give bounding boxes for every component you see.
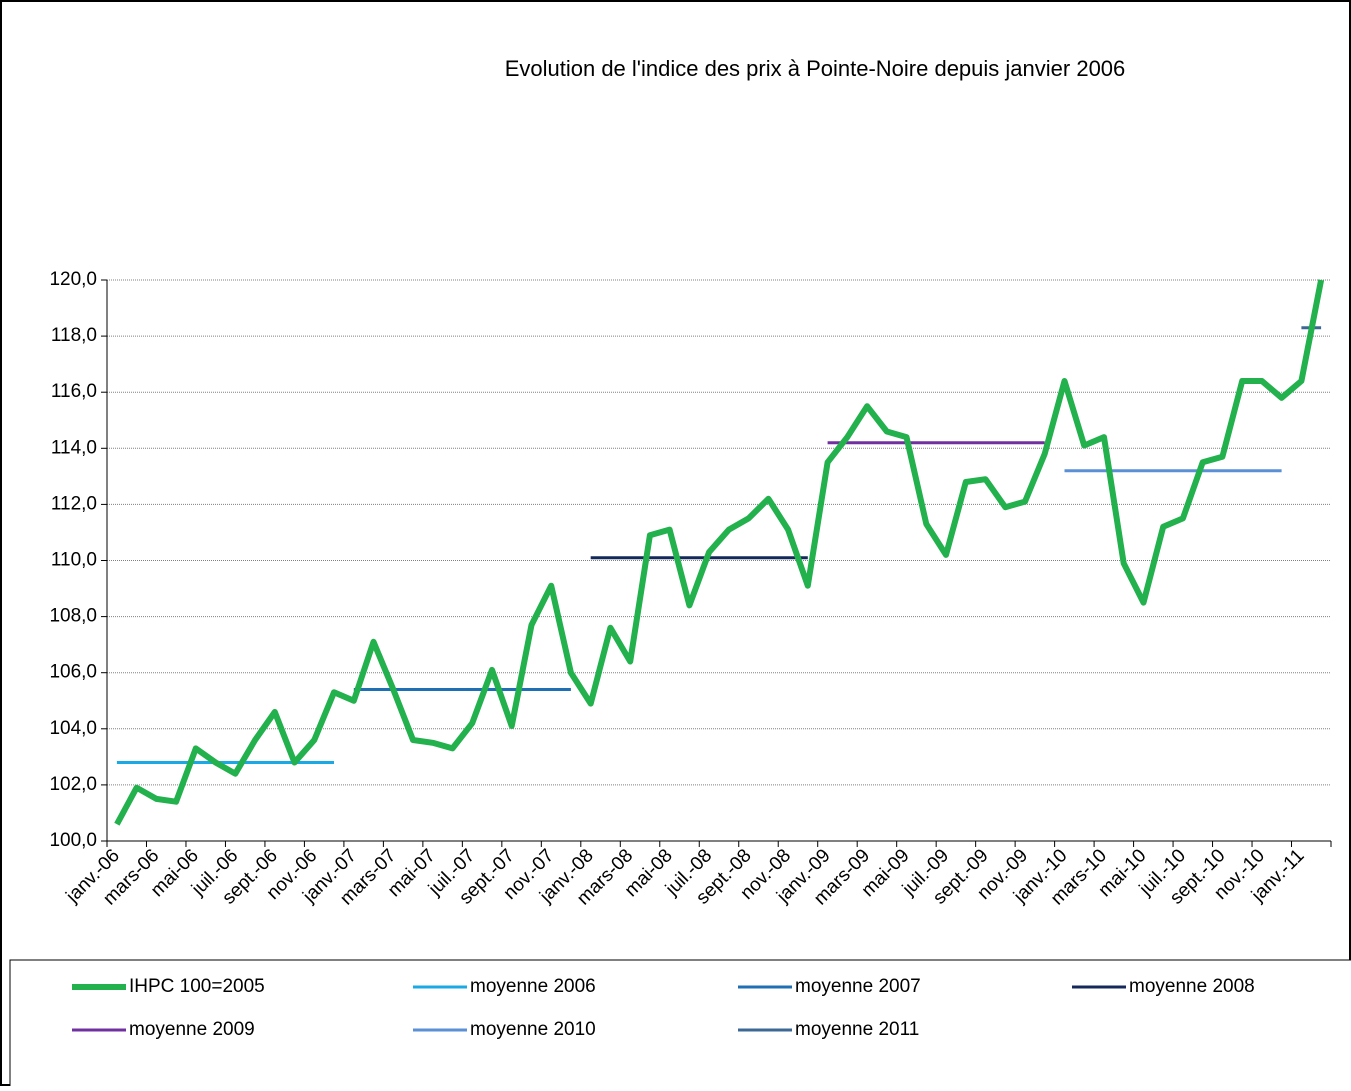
legend-label: moyenne 2006 [470,976,596,997]
y-tick-label: 106,0 [49,662,97,683]
y-tick-label: 112,0 [51,493,97,514]
legend-label: moyenne 2007 [795,976,921,997]
y-tick-label: 108,0 [49,606,97,627]
legend-label: moyenne 2008 [1129,976,1255,997]
legend-label: moyenne 2011 [795,1019,919,1040]
legend-box [9,959,1351,1091]
legend-label: moyenne 2010 [470,1019,596,1040]
y-tick-label: 120,0 [49,269,97,290]
legend-label: moyenne 2009 [129,1019,255,1040]
chart-title: Evolution de l'indice des prix à Pointe-… [505,56,1126,81]
legend-label: IHPC 100=2005 [129,976,265,997]
y-tick-label: 102,0 [49,774,97,795]
y-tick-label: 104,0 [49,718,97,739]
series-line [114,279,1325,826]
y-tick-label: 116,0 [51,381,97,402]
y-tick-label: 118,0 [51,325,97,346]
y-tick-label: 110,0 [51,550,97,571]
y-tick-label: 100,0 [49,830,97,851]
y-tick-label: 114,0 [51,437,97,458]
